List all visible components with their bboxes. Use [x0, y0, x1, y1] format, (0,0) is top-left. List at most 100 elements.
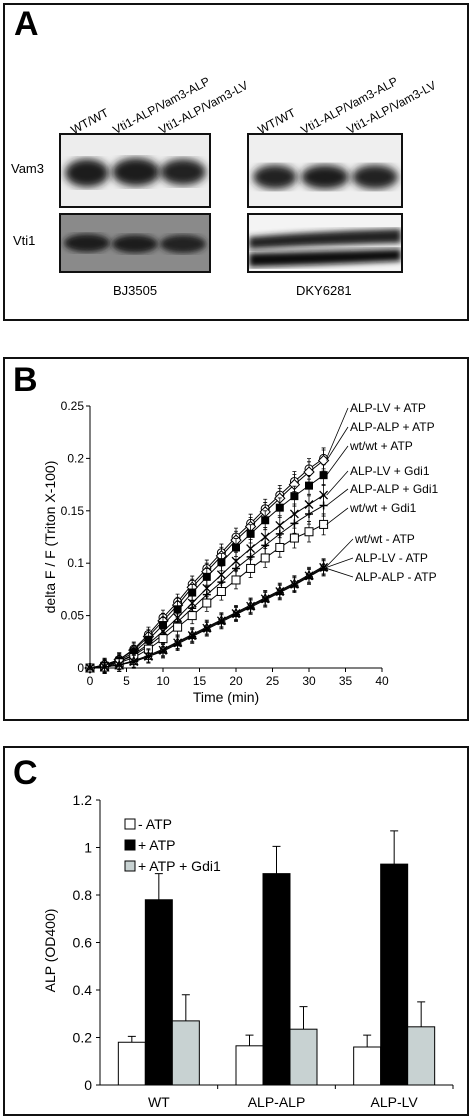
blot-vam3-bj3505 [59, 133, 211, 208]
bar-0 [117, 1041, 146, 1086]
data-point [202, 598, 212, 608]
y-tick-label: 0 [84, 1077, 92, 1093]
y-tick-label: 0.4 [73, 982, 93, 998]
data-point [216, 586, 226, 596]
data-point [289, 533, 299, 543]
x-tick-label: 40 [375, 674, 389, 688]
blot-vti1-bj3505-bands [64, 234, 206, 253]
error-bar [299, 1006, 308, 1030]
data-point [261, 595, 270, 604]
data-point [261, 516, 270, 525]
series-0 [85, 447, 329, 673]
data-point [173, 605, 182, 614]
x-tick-label: 5 [123, 674, 130, 688]
data-point [261, 541, 270, 550]
x-tick-label: ALP-LV [371, 1094, 419, 1110]
bar-1 [262, 873, 291, 1086]
data-point [290, 492, 299, 501]
bar-chart: 0 0.2 0.4 0.6 0.8 1 1.2 ALP (OD400) WT ALP-ALP ALP… [42, 792, 454, 1110]
data-point [305, 572, 313, 581]
data-point [319, 564, 328, 573]
blot-vam3-bj3505-bands [65, 158, 206, 187]
data-point [275, 542, 285, 552]
y-tick-label: 0.25 [61, 399, 85, 413]
x-tick-label: 25 [266, 674, 280, 688]
error-bar [154, 873, 163, 900]
blot-vti1-dky6281 [247, 213, 403, 273]
data-point [202, 572, 211, 581]
strain-bj3505: BJ3505 [113, 283, 158, 298]
data-point [275, 503, 284, 512]
series-8 [86, 560, 328, 674]
legend-label: ALP-ALP + ATP [350, 420, 435, 434]
blot-vti1-bj3505 [59, 213, 211, 273]
bar-0 [353, 1046, 382, 1086]
y-tick-label: 0.8 [73, 887, 93, 903]
x-tick-label: 15 [193, 674, 207, 688]
legend-label: - ATP [138, 816, 172, 832]
blot-vti1-dky6281-bands [249, 229, 401, 267]
legend-swatch [124, 860, 136, 872]
y-tick-label: 0.2 [73, 1030, 93, 1046]
bar-2 [171, 1020, 200, 1086]
data-point [304, 527, 314, 537]
y-tick-label: 0.6 [73, 935, 93, 951]
data-point [319, 519, 329, 529]
x-tick-label: 20 [229, 674, 243, 688]
panel-a-letter: A [14, 5, 39, 43]
panel-c-letter: C [13, 754, 38, 792]
bar-2 [289, 1028, 318, 1086]
data-point [305, 481, 313, 490]
error-bar [245, 1034, 254, 1046]
data-point [232, 543, 240, 552]
legend-leader [326, 407, 349, 459]
data-point [159, 647, 167, 656]
legend-leader [326, 568, 354, 578]
bar-1 [380, 863, 409, 1086]
panel-a: A WT/WT Vti1-ALP/Vam3-ALP Vti1-ALP/Vam3-… [3, 3, 469, 321]
data-point [86, 664, 94, 672]
data-point [188, 632, 197, 641]
data-point [275, 529, 284, 538]
series-2 [86, 464, 328, 673]
error-bar [272, 845, 281, 874]
legend-label: ALP-LV + Gdi1 [350, 464, 430, 478]
blot-vam3-dky6281 [247, 133, 403, 208]
error-bar [363, 1034, 372, 1047]
y-tick-label: 0 [77, 661, 84, 675]
legend-swatch [124, 818, 136, 830]
legend-label: wt/wt - ATP [354, 532, 415, 546]
x-tick-label: 35 [339, 674, 353, 688]
error-bar [417, 1001, 426, 1027]
legend-leader [326, 557, 354, 568]
data-point [290, 519, 299, 528]
data-point [290, 581, 299, 590]
legend-label: + ATP + Gdi1 [138, 858, 221, 874]
data-point [115, 660, 124, 669]
x-tick-label: 0 [87, 674, 94, 688]
data-point [187, 611, 197, 621]
y-tick-label: 0.15 [61, 504, 85, 518]
legend-leader [326, 488, 349, 506]
legend-label: ALP-LV + ATP [350, 401, 426, 415]
x-tick-label: 10 [156, 674, 170, 688]
blot-vam3-dky6281-bands [253, 165, 398, 189]
y-tick-label: 1 [84, 840, 92, 856]
y-tick-label: 1.2 [73, 792, 93, 808]
y-axis-label: delta F / F (Triton X-100) [42, 461, 58, 614]
error-bar [390, 830, 399, 865]
bar-2 [407, 1026, 436, 1086]
bar-0 [235, 1045, 264, 1086]
y-tick-label: 0.05 [61, 609, 85, 623]
error-bar [127, 1035, 136, 1043]
data-point [202, 625, 211, 634]
bar-1 [144, 899, 173, 1086]
data-point [260, 553, 270, 563]
data-point [305, 509, 313, 518]
data-point [246, 529, 255, 538]
strain-dky6281: DKY6281 [296, 283, 352, 298]
legend-label: wt/wt + Gdi1 [349, 501, 417, 515]
data-point [319, 501, 328, 510]
panel-c: C 0 0.2 0.4 0.6 0.8 1 1.2 ALP (OD400) WT ALP-ALP A… [3, 746, 469, 1116]
error-bar [181, 994, 190, 1021]
